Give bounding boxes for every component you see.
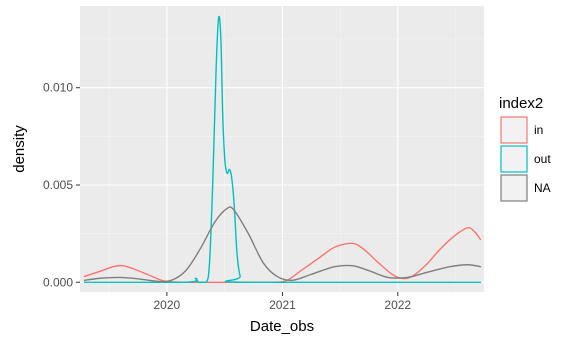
series-line-out xyxy=(83,15,482,283)
y-tick-label: 0.005 xyxy=(43,178,73,192)
y-tick-label: 0.010 xyxy=(43,81,73,95)
x-tick-label: 2022 xyxy=(384,298,411,312)
series-layer xyxy=(83,15,482,283)
y-tick-label: 0.000 xyxy=(43,275,73,289)
y-axis-title: density xyxy=(11,125,28,173)
legend: index2 in out NA xyxy=(499,95,551,202)
legend-key-in xyxy=(500,116,528,144)
legend-label-in: in xyxy=(534,123,543,137)
y-axis: 0.000 0.005 0.010 xyxy=(43,81,80,289)
x-axis: 2020 2021 2022 xyxy=(154,292,411,312)
legend-label-na: NA xyxy=(534,181,551,195)
x-tick-label: 2021 xyxy=(269,298,296,312)
legend-key-na xyxy=(500,174,528,202)
legend-title: index2 xyxy=(499,95,543,112)
legend-label-out: out xyxy=(534,152,551,166)
series-line-na xyxy=(83,206,482,283)
series-line-in xyxy=(83,227,482,283)
legend-key-out xyxy=(500,145,528,173)
x-axis-title: Date_obs xyxy=(250,318,314,335)
x-tick-label: 2020 xyxy=(154,298,181,312)
